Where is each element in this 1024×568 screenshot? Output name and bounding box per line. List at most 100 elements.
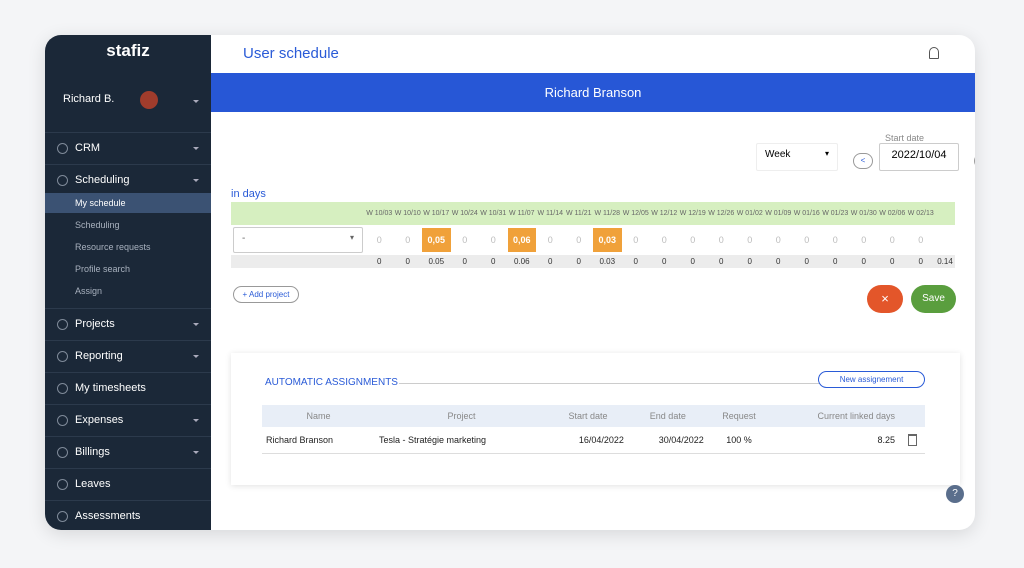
week-total: 0 — [462, 257, 467, 266]
help-button[interactable]: ? — [946, 485, 964, 503]
menu-caret — [193, 323, 199, 329]
week-input[interactable]: 0 — [690, 235, 696, 245]
start-date-input[interactable]: 2022/10/04 — [879, 143, 959, 171]
menu-caret — [193, 355, 199, 361]
totals-row: 0 0 0.05 0 0 0.06 0 0 0.03 0 0 0 0 0 0 0 0 0 0 0 0.14 — [231, 255, 955, 268]
week-cell: 0 — [850, 225, 879, 255]
totals-label — [231, 255, 365, 268]
week-header: W 11/21 — [565, 210, 592, 217]
week-input[interactable]: 0 — [804, 235, 810, 245]
period-select[interactable]: Week ▾ — [756, 143, 838, 171]
column-header: Current linked days — [817, 411, 895, 421]
menu-icon — [57, 415, 68, 426]
title-rule — [399, 383, 819, 384]
cancel-button[interactable]: × — [867, 285, 903, 313]
menu-item[interactable]: Assessments — [45, 500, 211, 530]
week-total: 0 — [576, 257, 581, 266]
week-cell: 0 — [622, 225, 651, 255]
menu-item[interactable]: Billings — [45, 436, 211, 468]
menu-label: Reporting — [75, 350, 123, 362]
submenu-item[interactable]: Profile search — [75, 264, 131, 274]
week-total: 0 — [405, 257, 410, 266]
submenu-item[interactable]: My schedule — [45, 193, 211, 213]
week-input[interactable]: 0 — [918, 235, 924, 245]
week-input[interactable]: 0 — [718, 235, 724, 245]
menu-item[interactable]: Projects — [45, 308, 211, 340]
delete-cell — [899, 427, 925, 453]
week-input[interactable]: 0 — [747, 235, 753, 245]
total-cell — [935, 225, 955, 255]
week-input[interactable]: 0 — [490, 235, 496, 245]
week-input[interactable]: 0 — [775, 235, 781, 245]
week-cell: 0 — [736, 225, 765, 255]
prev-button[interactable]: < — [853, 153, 873, 169]
week-total: 0 — [491, 257, 496, 266]
start-date-label: Start date — [885, 133, 925, 143]
delete-icon[interactable] — [907, 433, 917, 446]
app-window: stafiz Richard B. CRM Scheduling My schedu… — [45, 35, 975, 530]
week-header: W 10/17 — [423, 210, 450, 217]
week-input[interactable]: 0,06 — [507, 228, 536, 252]
bell-icon[interactable] — [929, 47, 939, 59]
week-cell: 0 — [451, 225, 480, 255]
assignment-cell: 8.25 — [877, 434, 895, 445]
week-total: 0 — [861, 257, 866, 266]
period-value: Week — [765, 149, 791, 160]
project-select[interactable]: - ▾ — [233, 227, 363, 253]
menu-item[interactable]: Expenses — [45, 404, 211, 436]
week-input[interactable]: 0 — [547, 235, 553, 245]
menu-label: Assessments — [75, 510, 141, 522]
save-button[interactable]: Save — [911, 285, 956, 313]
week-total: 0 — [890, 257, 895, 266]
menu-item[interactable]: My timesheets — [45, 372, 211, 404]
add-project-button[interactable]: + Add project — [233, 286, 299, 303]
menu-item[interactable]: Leaves — [45, 468, 211, 500]
week-input[interactable]: 0 — [861, 235, 867, 245]
assignments-header: Name Project Start date End date Request Curr… — [262, 405, 925, 427]
user-banner[interactable]: Richard Branson — [211, 73, 975, 112]
week-total: 0 — [776, 257, 781, 266]
week-header: W 01/02 — [736, 210, 763, 217]
week-input[interactable]: 0 — [889, 235, 895, 245]
new-assignment-button[interactable]: New assignement — [818, 371, 925, 388]
select-caret: ▾ — [349, 233, 354, 242]
total-header — [935, 202, 955, 225]
week-cell: 0 — [707, 225, 736, 255]
week-total: 0 — [690, 257, 695, 266]
submenu-item[interactable]: Resource requests — [75, 242, 151, 252]
menu-item[interactable]: CRM — [45, 132, 211, 164]
week-input[interactable]: 0 — [376, 235, 382, 245]
unit-label: in days — [231, 188, 266, 200]
week-input[interactable]: 0 — [832, 235, 838, 245]
menu-item[interactable]: Scheduling — [45, 164, 211, 196]
schedule-grid: W 10/03 W 10/10 W 10/17 W 10/24 W 10/31 W 11/… — [231, 202, 955, 268]
week-input[interactable]: 0 — [405, 235, 411, 245]
user-name[interactable]: Richard B. — [63, 93, 115, 105]
menu-label: Expenses — [75, 414, 124, 426]
menu-caret — [193, 147, 199, 153]
week-cell: 0 — [821, 225, 850, 255]
week-input[interactable]: 0,03 — [593, 228, 622, 252]
submenu-item[interactable]: Assign — [75, 286, 103, 296]
project-cell: - ▾ — [231, 225, 365, 255]
week-input[interactable]: 0 — [633, 235, 639, 245]
column-header: End date — [649, 411, 686, 421]
menu-icon — [57, 319, 68, 330]
week-cell: 0,06 — [507, 225, 536, 255]
assignments-table: Name Project Start date End date Request Curr… — [262, 405, 925, 454]
menu-icon — [57, 175, 68, 186]
assignment-cell: 16/04/2022 — [578, 434, 624, 445]
week-input[interactable]: 0,05 — [422, 228, 451, 252]
menu-item[interactable]: Reporting — [45, 340, 211, 372]
page-title: User schedule — [243, 45, 339, 62]
week-input[interactable]: 0 — [462, 235, 468, 245]
week-input[interactable]: 0 — [576, 235, 582, 245]
week-header: W 02/13 — [907, 210, 934, 217]
next-button[interactable]: > — [974, 153, 975, 169]
column-header: Name — [306, 411, 331, 421]
week-input[interactable]: 0 — [661, 235, 667, 245]
week-header: W 10/10 — [394, 210, 421, 217]
assignment-cell: Tesla - Stratégie marketing — [378, 434, 486, 445]
submenu-item[interactable]: Scheduling — [75, 220, 120, 230]
week-header: W 11/14 — [537, 210, 564, 217]
